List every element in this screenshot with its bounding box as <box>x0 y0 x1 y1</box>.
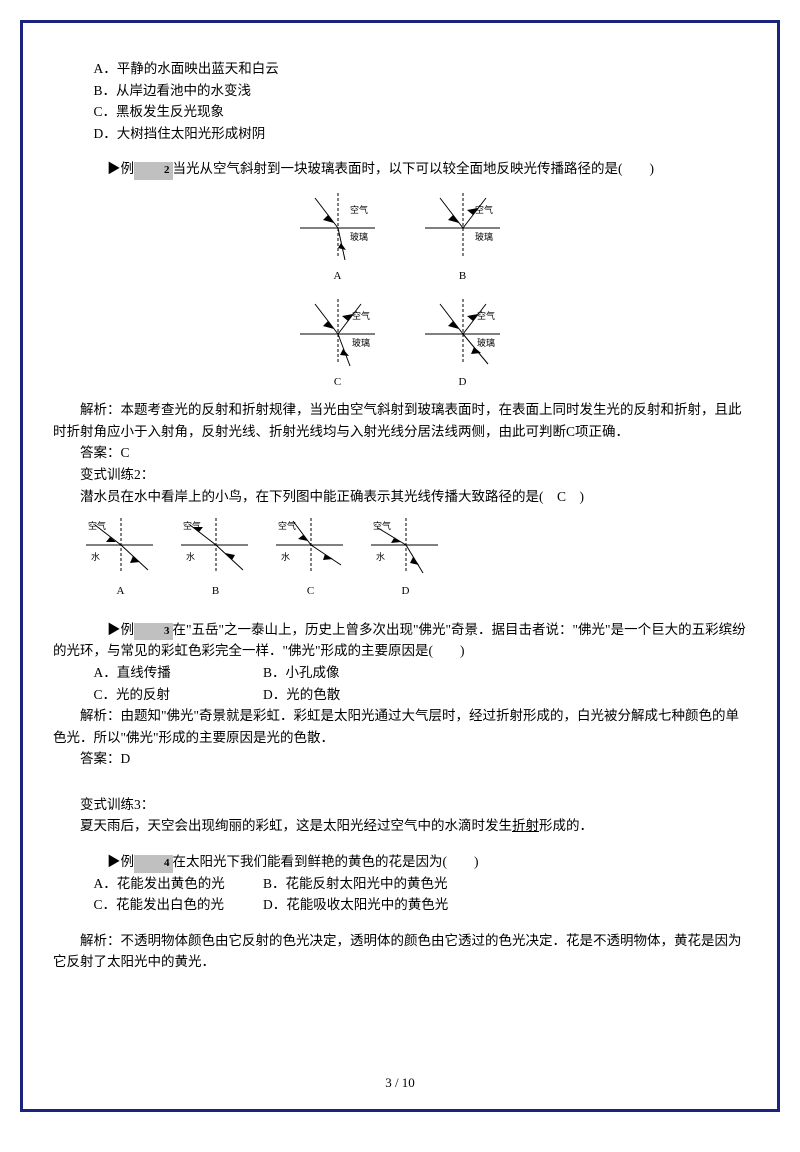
variant-b-label: B <box>178 583 253 601</box>
analysis-text: 本题考查光的反射和折射规律，当光由空气斜射到玻璃表面时，在表面上同时发生光的反射… <box>53 402 742 439</box>
ex3-option-c: C．光的反射 <box>53 684 263 706</box>
svg-text:水: 水 <box>281 551 290 562</box>
example-2-text: 当光从空气斜射到一块玻璃表面时，以下可以较全面地反映光传播路径的是( ) <box>173 161 655 176</box>
example-3-question: ▶例3在"五岳"之一泰山上，历史上曾多次出现"佛光"奇景．据目击者说："佛光"是… <box>53 619 747 662</box>
example-2-analysis: 解析：本题考查光的反射和折射规律，当光由空气斜射到玻璃表面时，在表面上同时发生光… <box>53 399 747 442</box>
variant-3-text: 夏天雨后，天空会出现绚丽的彩虹，这是太阳光经过空气中的水滴时发生折射形成的． <box>53 815 747 837</box>
diagram-2a-label: A <box>290 268 385 286</box>
variant-3-label: 变式训练3： <box>53 794 747 816</box>
example-3-number: 3 <box>134 623 173 641</box>
example-marker-icon: ▶例 <box>80 851 134 873</box>
svg-text:水: 水 <box>376 551 385 562</box>
ex4-option-b: B．花能反射太阳光中的黄色光 <box>263 873 448 895</box>
svg-text:玻璃: 玻璃 <box>352 337 370 348</box>
svg-text:玻璃: 玻璃 <box>477 337 495 348</box>
diagram-2c-label: C <box>290 374 385 392</box>
svg-text:空气: 空气 <box>352 310 370 321</box>
ex3-option-d: D．光的色散 <box>263 684 340 706</box>
ex4-options-row1: A．花能发出黄色的光 B．花能反射太阳光中的黄色光 <box>53 873 747 895</box>
svg-text:空气: 空气 <box>475 204 493 215</box>
label-air: 空气 <box>350 204 368 215</box>
variant-d-label: D <box>368 583 443 601</box>
ex3-options-row1: A．直线传播 B．小孔成像 <box>53 662 747 684</box>
example-3-analysis: 解析：由题知"佛光"奇景就是彩虹．彩虹是太阳光通过大气层时，经过折射形成的，白光… <box>53 705 747 748</box>
svg-text:空气: 空气 <box>183 520 201 531</box>
ex4-options-row2: C．花能发出白色的光 D．花能吸收太阳光中的黄色光 <box>53 894 747 916</box>
answer-value: D <box>121 751 131 766</box>
analysis-text: 不透明物体颜色由它反射的色光决定，透明体的颜色由它透过的色光决定．花是不透明物体… <box>53 933 742 970</box>
variant-3-pre: 夏天雨后，天空会出现绚丽的彩虹，这是太阳光经过空气中的水滴时发生 <box>80 818 512 833</box>
variant-2-text: 潜水员在水中看岸上的小鸟，在下列图中能正确表示其光线传播大致路径的是( C ) <box>53 486 747 508</box>
example-2-number: 2 <box>134 162 173 180</box>
diagram-2b-label: B <box>415 268 510 286</box>
example-marker-icon: ▶例 <box>80 158 134 180</box>
example-marker-icon: ▶例 <box>80 619 134 641</box>
label-glass: 玻璃 <box>350 231 368 242</box>
variant-2-label: 变式训练2： <box>53 464 747 486</box>
example-4-analysis: 解析：不透明物体颜色由它反射的色光决定，透明体的颜色由它透过的色光决定．花是不透… <box>53 930 747 973</box>
variant-3-answer: 折射 <box>512 818 539 833</box>
svg-text:空气: 空气 <box>373 520 391 531</box>
example-3-answer: 答案：D <box>53 748 747 770</box>
q1-option-a: A．平静的水面映出蓝天和白云 <box>53 58 747 80</box>
diagram-2a: 空气 玻璃 A <box>290 188 385 286</box>
answer-value: C <box>121 445 130 460</box>
svg-text:水: 水 <box>91 551 100 562</box>
ex4-option-d: D．花能吸收太阳光中的黄色光 <box>263 894 448 916</box>
variant-a-label: A <box>83 583 158 601</box>
analysis-text: 由题知"佛光"奇景就是彩虹．彩虹是太阳光通过大气层时，经过折射形成的，白光被分解… <box>53 708 739 745</box>
variant-diagram-b: 空气 水 B <box>178 515 253 601</box>
example-4-number: 4 <box>134 855 173 873</box>
q1-option-b: B．从岸边看池中的水变浅 <box>53 80 747 102</box>
variant-c-label: C <box>273 583 348 601</box>
q1-option-c: C．黑板发生反光现象 <box>53 101 747 123</box>
example-4-question: ▶例4在太阳光下我们能看到鲜艳的黄色的花是因为( ) <box>53 851 747 873</box>
svg-text:空气: 空气 <box>278 520 296 531</box>
diagram-2d-label: D <box>415 374 510 392</box>
example-2-question: ▶例2当光从空气斜射到一块玻璃表面时，以下可以较全面地反映光传播路径的是( ) <box>53 158 747 180</box>
svg-text:空气: 空气 <box>477 310 495 321</box>
variant-3-post: 形成的． <box>539 818 593 833</box>
variant-2-diagrams: 空气 水 A 空气 水 B <box>83 515 747 601</box>
ex4-option-a: A．花能发出黄色的光 <box>53 873 263 895</box>
answer-label: 答案： <box>80 751 121 766</box>
variant-diagram-a: 空气 水 A <box>83 515 158 601</box>
diagram-2d: 空气 玻璃 D <box>415 294 510 392</box>
analysis-label: 解析： <box>80 708 121 723</box>
svg-text:水: 水 <box>186 551 195 562</box>
analysis-label: 解析： <box>80 933 121 948</box>
diagram-2c: 空气 玻璃 C <box>290 294 385 392</box>
diagram-2b: 空气 玻璃 B <box>415 188 510 286</box>
page-border: A．平静的水面映出蓝天和白云 B．从岸边看池中的水变浅 C．黑板发生反光现象 D… <box>20 20 780 1112</box>
page-content: A．平静的水面映出蓝天和白云 B．从岸边看池中的水变浅 C．黑板发生反光现象 D… <box>53 58 747 973</box>
example-4-text: 在太阳光下我们能看到鲜艳的黄色的花是因为( ) <box>173 854 479 869</box>
ex3-option-b: B．小孔成像 <box>263 662 340 684</box>
answer-label: 答案： <box>80 445 121 460</box>
q1-option-d: D．大树挡住太阳光形成树阴 <box>53 123 747 145</box>
svg-text:空气: 空气 <box>88 520 106 531</box>
example-2-diagrams-row1: 空气 玻璃 A 空气 玻璃 B <box>53 188 747 286</box>
example-2-diagrams-row2: 空气 玻璃 C 空气 玻璃 D <box>53 294 747 392</box>
svg-text:玻璃: 玻璃 <box>475 231 493 242</box>
variant-diagram-d: 空气 水 D <box>368 515 443 601</box>
analysis-label: 解析： <box>80 402 121 417</box>
ex3-options-row2: C．光的反射 D．光的色散 <box>53 684 747 706</box>
page-number: 3 / 10 <box>23 1073 777 1094</box>
example-2-answer: 答案：C <box>53 442 747 464</box>
ex4-option-c: C．花能发出白色的光 <box>53 894 263 916</box>
variant-diagram-c: 空气 水 C <box>273 515 348 601</box>
ex3-option-a: A．直线传播 <box>53 662 263 684</box>
